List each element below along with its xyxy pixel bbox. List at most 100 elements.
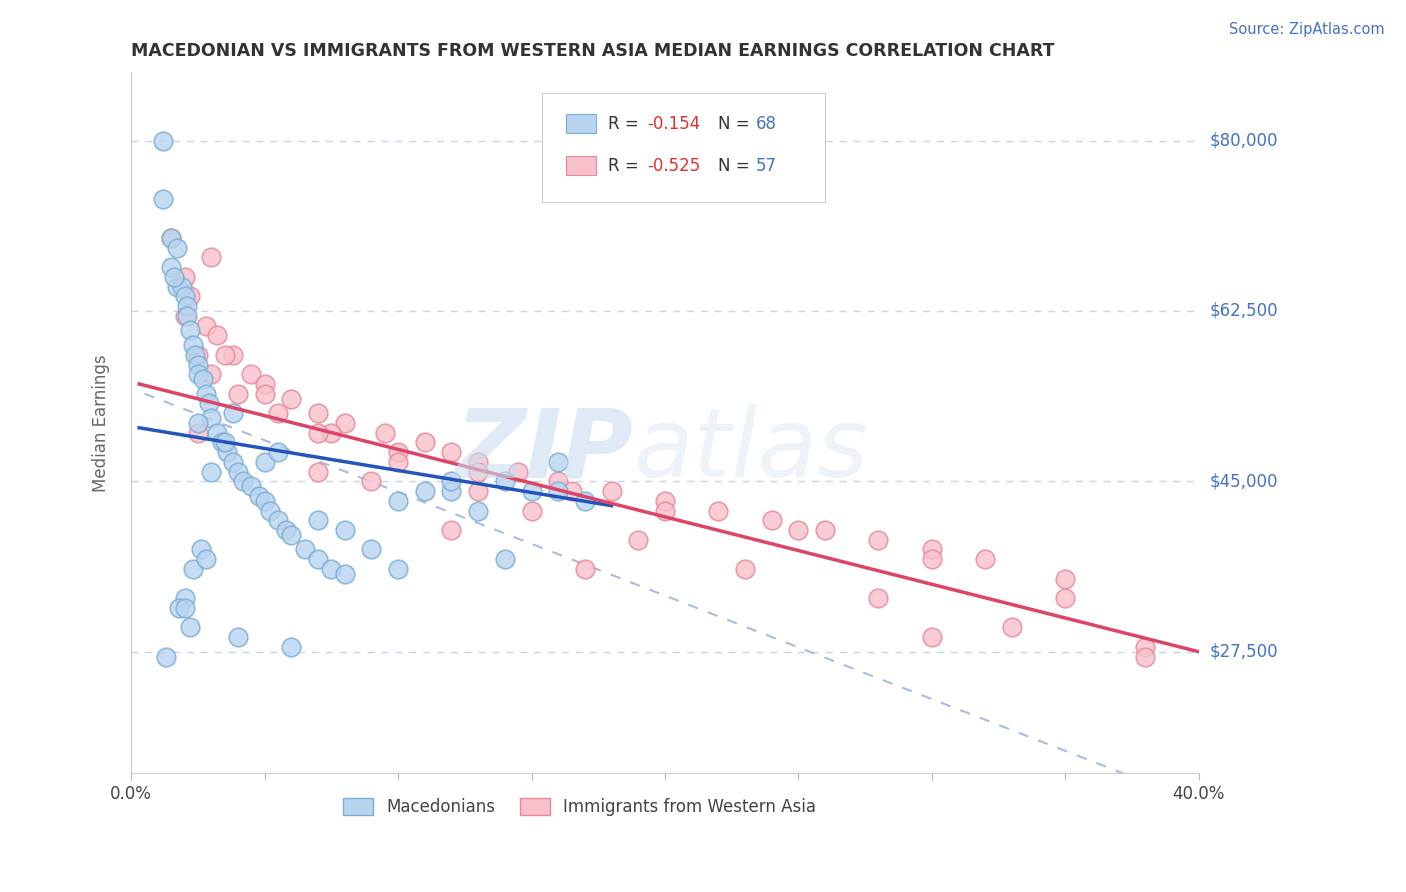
Point <box>494 475 516 489</box>
Point <box>574 493 596 508</box>
Point <box>467 484 489 499</box>
Point <box>374 425 396 440</box>
Point <box>200 411 222 425</box>
Point <box>814 523 837 537</box>
Point <box>333 416 356 430</box>
Point <box>440 445 463 459</box>
Point <box>307 465 329 479</box>
Text: atlas: atlas <box>633 404 868 498</box>
Point <box>221 348 243 362</box>
Point <box>520 484 543 499</box>
Point <box>440 523 463 537</box>
FancyBboxPatch shape <box>565 156 596 176</box>
Point <box>921 630 943 644</box>
Point <box>627 533 650 547</box>
Point <box>200 368 222 382</box>
Text: 68: 68 <box>755 114 776 133</box>
Point <box>868 533 890 547</box>
Point <box>173 269 195 284</box>
Point <box>333 523 356 537</box>
Point <box>253 493 276 508</box>
Point <box>307 513 329 527</box>
Point <box>160 260 183 274</box>
Text: Source: ZipAtlas.com: Source: ZipAtlas.com <box>1229 22 1385 37</box>
Point <box>654 493 676 508</box>
Point <box>226 630 249 644</box>
Text: $27,500: $27,500 <box>1211 643 1278 661</box>
Point <box>307 406 329 420</box>
Point <box>921 552 943 566</box>
Point <box>247 489 270 503</box>
Point <box>321 562 343 576</box>
Point <box>253 455 276 469</box>
Point <box>387 455 409 469</box>
Point <box>226 386 249 401</box>
Point <box>267 406 290 420</box>
Point <box>440 475 463 489</box>
Point <box>321 425 343 440</box>
Point <box>205 328 228 343</box>
Text: R =: R = <box>609 114 644 133</box>
Text: 57: 57 <box>755 157 776 175</box>
Point <box>974 552 997 566</box>
Point <box>921 542 943 557</box>
Point <box>194 552 217 566</box>
Point <box>547 475 569 489</box>
Point <box>1054 572 1077 586</box>
Point <box>280 392 302 406</box>
Point <box>1135 649 1157 664</box>
Point <box>761 513 783 527</box>
Point <box>360 542 382 557</box>
Point <box>240 368 263 382</box>
Point <box>787 523 810 537</box>
Text: N =: N = <box>718 114 755 133</box>
Point <box>187 425 209 440</box>
Point <box>654 503 676 517</box>
Point <box>274 523 297 537</box>
Point <box>280 528 302 542</box>
Point <box>214 348 236 362</box>
Legend: Macedonians, Immigrants from Western Asia: Macedonians, Immigrants from Western Asi… <box>335 789 825 825</box>
Point <box>494 552 516 566</box>
Point <box>179 289 201 303</box>
Point <box>253 376 276 391</box>
Text: $80,000: $80,000 <box>1211 132 1278 150</box>
Point <box>413 484 436 499</box>
Point <box>200 251 222 265</box>
Point <box>1001 620 1024 634</box>
Point <box>467 455 489 469</box>
Point <box>193 372 215 386</box>
FancyBboxPatch shape <box>565 114 596 134</box>
Point <box>387 445 409 459</box>
Point <box>547 484 569 499</box>
Point <box>179 620 201 634</box>
Point <box>187 416 209 430</box>
Point <box>160 231 183 245</box>
Point <box>221 455 243 469</box>
Point <box>184 348 207 362</box>
Point <box>194 386 217 401</box>
Point <box>160 231 183 245</box>
Point <box>307 552 329 566</box>
Point <box>205 425 228 440</box>
Point <box>194 318 217 333</box>
Point <box>1054 591 1077 606</box>
Text: $45,000: $45,000 <box>1211 473 1278 491</box>
Point <box>173 591 195 606</box>
Point <box>155 649 177 664</box>
Point <box>1135 640 1157 654</box>
Point <box>197 396 219 410</box>
Point <box>440 484 463 499</box>
Point <box>187 368 209 382</box>
Point <box>868 591 890 606</box>
Point <box>226 465 249 479</box>
Point <box>187 358 209 372</box>
Point <box>574 562 596 576</box>
Point <box>360 475 382 489</box>
Point <box>600 484 623 499</box>
Point <box>267 445 290 459</box>
Point <box>176 299 198 313</box>
Point <box>166 279 188 293</box>
Point <box>547 455 569 469</box>
Point <box>333 566 356 581</box>
